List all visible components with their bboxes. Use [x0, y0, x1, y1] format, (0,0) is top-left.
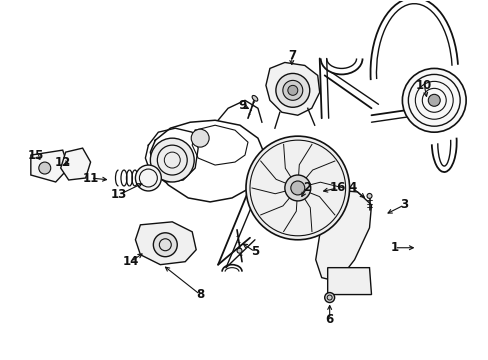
Text: 11: 11	[82, 171, 99, 185]
Text: 14: 14	[122, 255, 138, 268]
Text: 12: 12	[55, 156, 71, 168]
Polygon shape	[135, 222, 196, 265]
Polygon shape	[327, 268, 371, 294]
Text: 13: 13	[110, 188, 126, 202]
Text: 7: 7	[287, 49, 295, 62]
Circle shape	[275, 73, 309, 107]
Circle shape	[290, 181, 304, 195]
Text: 10: 10	[415, 79, 431, 92]
Text: 5: 5	[250, 245, 259, 258]
Text: 6: 6	[325, 313, 333, 326]
Circle shape	[324, 293, 334, 302]
Polygon shape	[265, 62, 319, 115]
Text: 3: 3	[400, 198, 407, 211]
Circle shape	[39, 162, 51, 174]
Circle shape	[135, 165, 161, 191]
Ellipse shape	[237, 248, 242, 253]
Circle shape	[287, 85, 297, 95]
Circle shape	[285, 175, 310, 201]
Polygon shape	[31, 150, 68, 182]
Text: 2: 2	[302, 181, 310, 194]
Text: 1: 1	[389, 241, 398, 254]
Circle shape	[150, 138, 194, 182]
Circle shape	[153, 233, 177, 257]
Circle shape	[427, 94, 439, 106]
Text: 9: 9	[237, 99, 245, 112]
Ellipse shape	[252, 95, 257, 101]
Polygon shape	[61, 148, 90, 180]
Polygon shape	[315, 190, 371, 282]
Circle shape	[402, 68, 465, 132]
Ellipse shape	[366, 193, 371, 198]
Text: 15: 15	[27, 149, 44, 162]
Text: 4: 4	[348, 181, 356, 194]
Text: 16: 16	[329, 181, 345, 194]
Circle shape	[282, 80, 302, 100]
Circle shape	[245, 136, 349, 240]
Circle shape	[191, 129, 209, 147]
Text: 8: 8	[196, 288, 204, 301]
